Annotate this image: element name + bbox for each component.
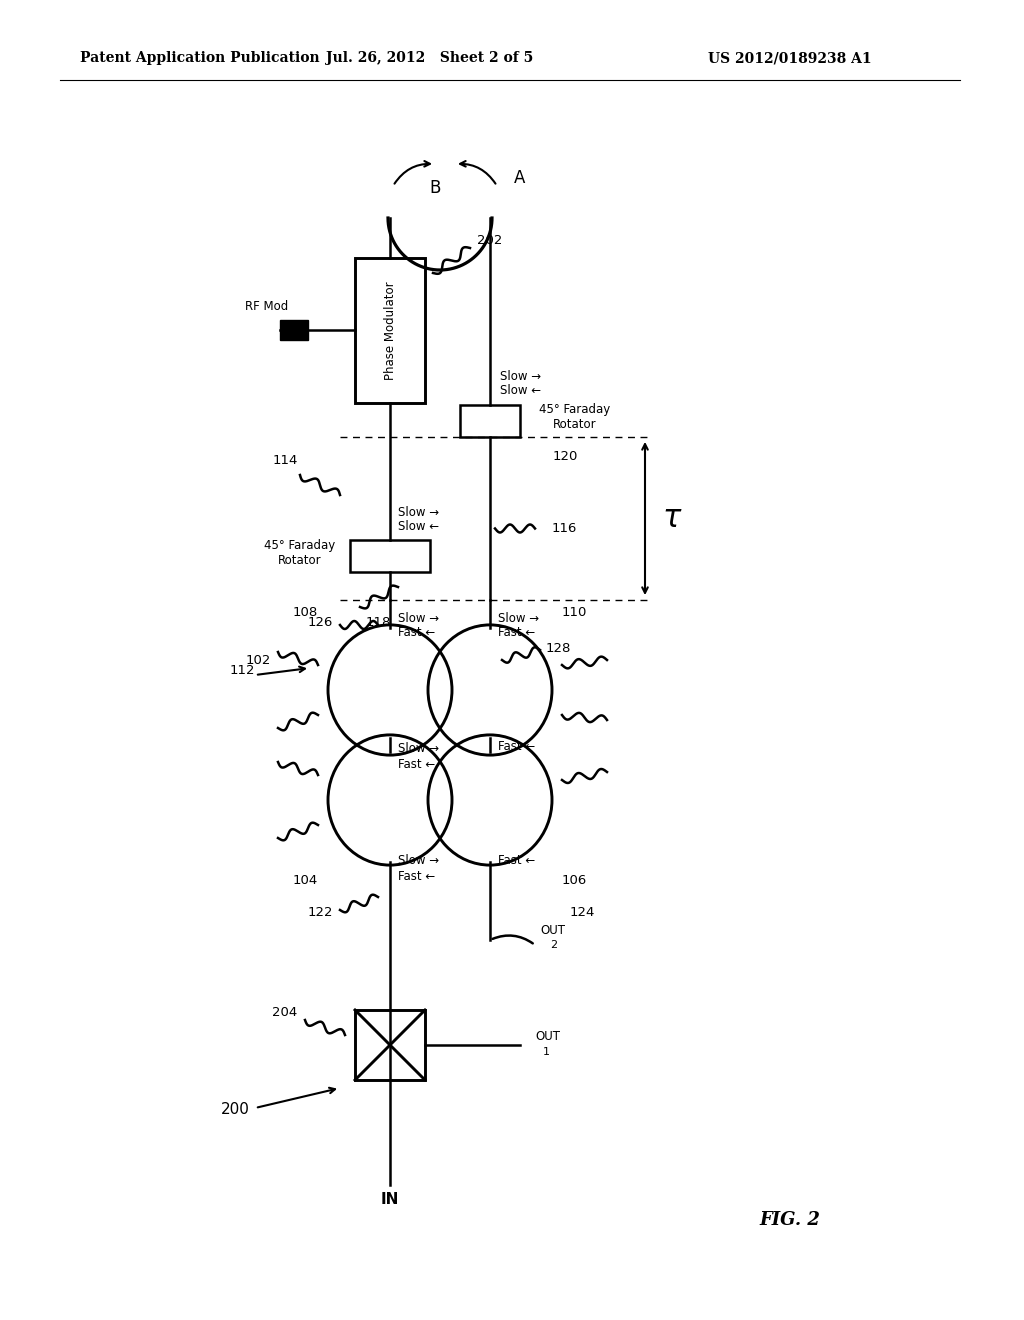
Bar (355, 257, 425, 403)
Text: US 2012/0189238 A1: US 2012/0189238 A1 (709, 51, 871, 65)
Bar (355, 1010, 425, 1080)
Text: 106: 106 (562, 874, 587, 887)
Bar (350, 540, 430, 572)
Text: OUT: OUT (535, 1031, 560, 1044)
Text: $\tau$: $\tau$ (662, 504, 682, 533)
Text: 45° Faraday: 45° Faraday (264, 539, 336, 552)
Text: 108: 108 (293, 606, 318, 619)
Text: 124: 124 (570, 906, 595, 919)
Text: Jul. 26, 2012   Sheet 2 of 5: Jul. 26, 2012 Sheet 2 of 5 (327, 51, 534, 65)
Text: Fast ←: Fast ← (498, 627, 536, 639)
Text: Slow ←: Slow ← (398, 520, 439, 532)
Text: Slow ←: Slow ← (500, 384, 541, 397)
Text: 200: 200 (220, 1102, 250, 1118)
Text: 104: 104 (293, 874, 318, 887)
Text: 102: 102 (246, 653, 270, 667)
Text: Patent Application Publication: Patent Application Publication (80, 51, 319, 65)
Text: 126: 126 (307, 615, 333, 628)
Text: 202: 202 (477, 234, 503, 247)
Text: 2: 2 (550, 940, 557, 950)
Text: 116: 116 (552, 521, 578, 535)
Text: Fast ←: Fast ← (398, 758, 435, 771)
Text: OUT: OUT (540, 924, 565, 936)
Text: Slow →: Slow → (498, 611, 539, 624)
Text: Slow →: Slow → (398, 854, 439, 866)
Text: Slow →: Slow → (398, 611, 439, 624)
Text: FIG. 2: FIG. 2 (760, 1210, 820, 1229)
Text: B: B (429, 180, 440, 197)
Text: IN: IN (381, 1192, 399, 1208)
Text: Rotator: Rotator (553, 418, 597, 432)
Text: Fast ←: Fast ← (398, 870, 435, 883)
Text: 112: 112 (229, 664, 255, 676)
Text: Slow →: Slow → (500, 371, 541, 384)
Text: 110: 110 (562, 606, 588, 619)
Text: 128: 128 (546, 642, 570, 655)
Text: RF Mod: RF Mod (246, 300, 289, 313)
Bar (280, 319, 308, 341)
Text: 204: 204 (272, 1006, 298, 1019)
Text: Fast ←: Fast ← (498, 854, 536, 866)
Text: 1: 1 (543, 1047, 550, 1057)
Text: 118: 118 (366, 615, 391, 628)
Bar (460, 405, 520, 437)
Text: 120: 120 (552, 450, 578, 463)
Text: Fast ←: Fast ← (498, 739, 536, 752)
Text: A: A (514, 169, 525, 187)
Text: Slow →: Slow → (398, 742, 439, 755)
Text: Rotator: Rotator (279, 553, 322, 566)
Text: Slow →: Slow → (398, 506, 439, 519)
Text: 122: 122 (307, 906, 333, 919)
Text: Fast ←: Fast ← (398, 627, 435, 639)
Text: 114: 114 (272, 454, 298, 466)
Text: 45° Faraday: 45° Faraday (540, 404, 610, 417)
Text: Phase Modulator: Phase Modulator (384, 281, 396, 380)
